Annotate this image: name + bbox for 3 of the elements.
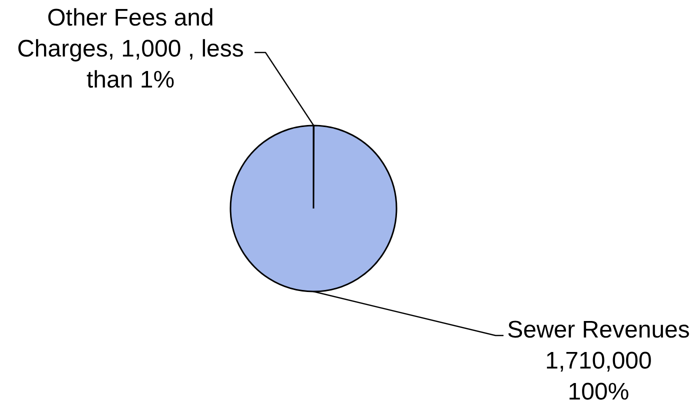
data-label: 1,710,000 100%	[545, 348, 652, 402]
slice-label: Sewer Revenues	[507, 316, 690, 344]
slice-label: Other Fees and Charges, 1,000 , less than 1%	[17, 4, 244, 94]
